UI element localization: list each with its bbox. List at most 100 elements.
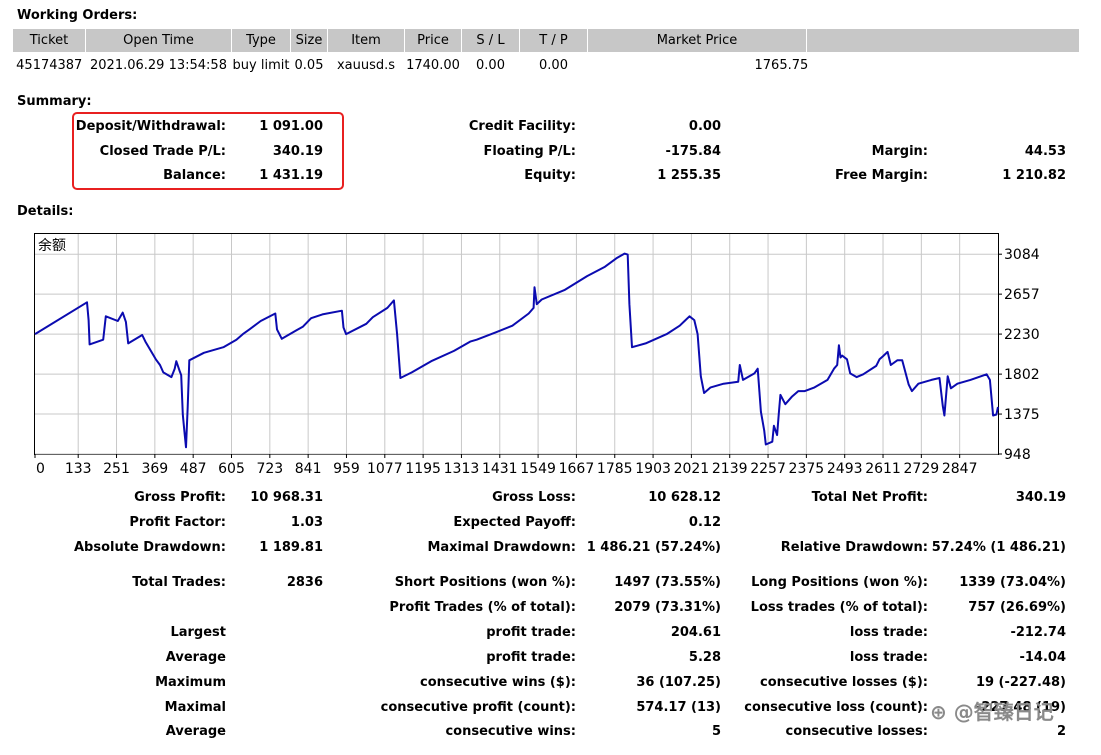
summary-title: Summary: [17, 94, 92, 109]
table-row[interactable]: 45174387 2021.06.29 13:54:58 buy limit 0… [13, 52, 1080, 78]
cell-item: xauusd.s [336, 57, 396, 73]
x-tick-label: 2493 [827, 461, 863, 477]
stat-value: -212.74 [1010, 625, 1066, 640]
y-tick-label: 2230 [1004, 327, 1040, 343]
stat-label: consecutive loss (count): [744, 700, 928, 715]
cell-sl: 0.00 [476, 57, 505, 73]
stat-label: Short Positions (won %): [394, 575, 576, 590]
watermark: ⊕ @智臻日记 [930, 700, 1054, 724]
closed-trade-pl-value: 340.19 [272, 144, 323, 159]
x-tick-label: 605 [218, 461, 245, 477]
x-tick-label: 723 [256, 461, 283, 477]
column-header-market-price[interactable]: Market Price [587, 29, 807, 52]
stat-label: Loss trades (% of total): [750, 600, 928, 615]
stat-label: Maximal Drawdown: [427, 540, 576, 555]
margin-value: 44.53 [1024, 144, 1066, 159]
stat-value: 574.17 (13) [636, 700, 721, 715]
cell-price: 1740.00 [406, 57, 460, 73]
x-tick-label: 2375 [789, 461, 825, 477]
y-tick-label: 2657 [1004, 287, 1040, 303]
stat-value: 10 628.12 [648, 490, 721, 505]
stat-label: profit trade: [486, 650, 576, 665]
stat-value: 1497 (73.55%) [614, 575, 721, 590]
stat-label: loss trade: [849, 625, 928, 640]
stat-label: Relative Drawdown: [780, 540, 928, 555]
y-tick-label: 1802 [1004, 367, 1040, 383]
stat-label: Gross Profit: [134, 490, 226, 505]
stat-label: Average [165, 650, 226, 665]
column-header-sl[interactable]: S / L [461, 29, 520, 52]
column-header-type[interactable]: Type [231, 29, 291, 52]
stat-label: Gross Loss: [492, 490, 576, 505]
floating-pl-value: -175.84 [665, 144, 721, 159]
stat-value: 0.12 [688, 515, 721, 530]
balance-label: Balance: [163, 168, 226, 183]
column-header-blank [806, 29, 1080, 52]
balance-value: 1 431.19 [259, 168, 323, 183]
cell-open-time: 2021.06.29 13:54:58 [90, 57, 227, 73]
x-tick-label: 841 [295, 461, 322, 477]
stat-label: Average [165, 724, 226, 739]
balance-series-line [34, 252, 999, 449]
credit-facility-label: Credit Facility: [468, 119, 576, 134]
cell-tp: 0.00 [539, 57, 568, 73]
stat-label: consecutive losses: [785, 724, 928, 739]
stat-value: 10 968.31 [250, 490, 323, 505]
stat-value: 1 486.21 (57.24%) [586, 540, 721, 555]
stat-value: 204.61 [670, 625, 721, 640]
free-margin-value: 1 210.82 [1002, 168, 1066, 183]
stat-value: 5.28 [688, 650, 721, 665]
x-tick-label: 1549 [520, 461, 556, 477]
chart-title: 余额 [38, 237, 66, 254]
stat-value: 2079 (73.31%) [614, 600, 721, 615]
stat-value: 1.03 [290, 515, 323, 530]
details-title: Details: [17, 204, 74, 219]
column-header-tp[interactable]: T / P [519, 29, 588, 52]
balance-chart: 948 1375 1802 2230 2657 3084 0 133 251 369 487 605 7… [34, 233, 1040, 477]
stat-label: consecutive wins: [445, 724, 576, 739]
floating-pl-label: Floating P/L: [483, 144, 576, 159]
x-tick-label: 2847 [942, 461, 978, 477]
deposit-withdrawal-label: Deposit/Withdrawal: [75, 119, 226, 134]
x-tick-label: 1313 [444, 461, 480, 477]
column-header-size[interactable]: Size [290, 29, 328, 52]
stat-label: Maximum [155, 675, 226, 690]
cell-market-price-value: 1765.75 [754, 57, 809, 73]
stat-label: consecutive losses ($): [760, 675, 928, 690]
x-tick-label: 1077 [367, 461, 403, 477]
x-tick-label: 0 [36, 461, 45, 477]
y-tick-label: 948 [1004, 447, 1031, 463]
column-header-item[interactable]: Item [327, 29, 405, 52]
chart-plot-frame [34, 233, 999, 455]
working-orders-title: Working Orders: [17, 8, 138, 23]
column-header-open-time[interactable]: Open Time [85, 29, 232, 52]
x-tick-label: 1667 [559, 461, 595, 477]
x-tick-label: 251 [103, 461, 130, 477]
stat-label: profit trade: [486, 625, 576, 640]
cell-size: 0.05 [294, 57, 324, 73]
chart-axes: 948 1375 1802 2230 2657 3084 0 133 251 369 487 605 7… [34, 247, 1040, 477]
stat-label: Maximal [164, 700, 226, 715]
stat-value: 340.19 [1015, 490, 1066, 505]
x-tick-label: 1431 [482, 461, 518, 477]
stat-value: -14.04 [1019, 650, 1066, 665]
x-tick-label: 2611 [865, 461, 901, 477]
column-header-ticket[interactable]: Ticket [13, 29, 86, 52]
working-orders-table: Ticket Open Time Type Size Item Price S … [13, 29, 1080, 78]
equity-label: Equity: [524, 168, 576, 183]
column-header-price[interactable]: Price [404, 29, 462, 52]
stat-value: 5 [711, 724, 721, 739]
stat-value: 1339 (73.04%) [959, 575, 1066, 590]
deposit-withdrawal-value: 1 091.00 [259, 119, 323, 134]
chart-grid [35, 234, 998, 455]
stat-value: 2836 [286, 575, 323, 590]
x-tick-label: 2021 [674, 461, 710, 477]
x-tick-label: 959 [333, 461, 360, 477]
x-tick-label: 369 [141, 461, 168, 477]
stat-value: 2 [1056, 724, 1066, 739]
x-tick-label: 1195 [405, 461, 441, 477]
stat-value: 57.24% (1 486.21) [931, 540, 1066, 555]
y-tick-label: 3084 [1004, 247, 1040, 263]
table-header-row: Ticket Open Time Type Size Item Price S … [13, 29, 1080, 52]
stat-label: Total Trades: [132, 575, 226, 590]
